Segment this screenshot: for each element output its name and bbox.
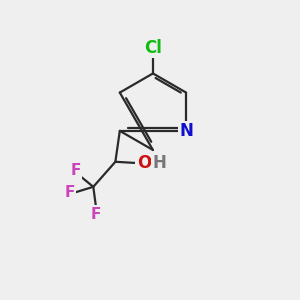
Text: F: F <box>64 185 75 200</box>
Text: N: N <box>179 122 193 140</box>
Text: O: O <box>137 154 151 172</box>
Text: F: F <box>91 207 101 222</box>
Text: Cl: Cl <box>144 38 162 56</box>
Text: F: F <box>70 163 81 178</box>
Text: H: H <box>153 154 166 172</box>
